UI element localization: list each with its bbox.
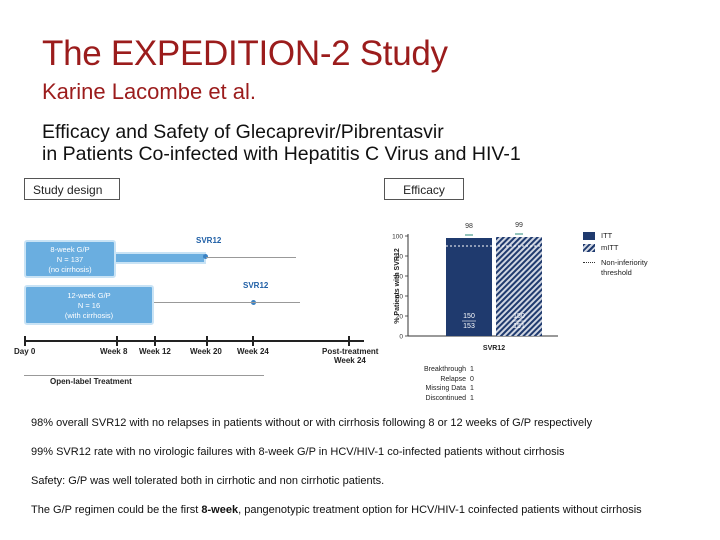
arm1-bar-extension — [116, 252, 206, 264]
timeline-axis — [24, 340, 364, 342]
timeline-label: Week 20 — [190, 347, 222, 356]
arm1-line2: N = 137 — [56, 255, 84, 264]
slide-subtitle: Efficacy and Safety of Glecaprevir/Pibre… — [42, 121, 521, 165]
bar-count-top: 150 — [513, 313, 525, 320]
arm-12week-box: 12-week G/P N = 16 (with cirrhosis) — [24, 285, 154, 325]
timeline-label: Post-treatment — [322, 347, 379, 356]
bullet-1: 98% overall SVR12 with no relapses in pa… — [31, 417, 593, 429]
timeline-label: Day 0 — [14, 347, 36, 356]
timeline-label: Week 24 — [237, 347, 269, 356]
y-tick-label: 80 — [396, 254, 404, 261]
legend-mitt-label: mITT — [601, 243, 619, 252]
arm1-line1: 8-week G/P — [50, 245, 90, 254]
y-tick-label: 0 — [399, 334, 403, 341]
slide-title: The EXPEDITION-2 Study — [42, 34, 448, 73]
arm1-line3: (no cirrhosis) — [48, 265, 92, 274]
legend-mitt-swatch — [583, 244, 595, 252]
arm2-line1: 12-week G/P — [67, 291, 111, 300]
y-tick-label: 100 — [392, 234, 403, 241]
y-axis-label: % Patients with SVR12 — [394, 248, 401, 324]
failure-value: 1 — [470, 394, 474, 402]
failure-value: 1 — [470, 366, 474, 373]
open-label-line — [24, 375, 264, 376]
arm2-followup-line — [154, 302, 300, 303]
bar-count-top: 150 — [463, 313, 475, 320]
timeline-label: Week 8 — [100, 347, 128, 356]
y-tick-label: 40 — [396, 294, 404, 301]
arm2-svr-label: SVR12 — [243, 281, 269, 290]
arm-8week-box: 8-week G/P N = 137 (no cirrhosis) — [24, 240, 116, 278]
y-tick-label: 20 — [396, 314, 404, 321]
arm1-svr-dot — [203, 254, 208, 259]
bar-count-bottom: 151 — [513, 323, 525, 330]
bar-itt — [446, 238, 492, 336]
subtitle-line-2: in Patients Co-infected with Hepatitis C… — [42, 143, 521, 165]
efficacy-chart: 0 20 40 60 80 100 % Patients with SVR12 98 150 15… — [392, 222, 558, 352]
bullet-4-post: , pangenotypic treatment option for HCV/… — [238, 504, 642, 516]
bullet-3: Safety: G/P was well tolerated both in c… — [31, 475, 385, 487]
timeline-tick — [154, 336, 156, 346]
failure-label: Relapse — [440, 375, 466, 383]
bullet-4-pre: The G/P regimen could be the first — [31, 504, 202, 516]
bullet-4-bold: 8-week — [201, 504, 239, 516]
failure-value: 0 — [470, 375, 474, 383]
bar-value-label: 98 — [465, 223, 473, 230]
bullet-4: The G/P regimen could be the first 8-wee… — [31, 504, 642, 516]
timeline-label: Week 24 — [334, 356, 366, 365]
arm1-followup-line — [206, 257, 296, 258]
failure-value: 1 — [470, 385, 474, 392]
timeline-tick — [348, 336, 350, 346]
study-design-label: Study design — [24, 178, 120, 200]
failure-table-values: 1 0 1 1 — [470, 365, 480, 403]
arm1-svr-label: SVR12 — [196, 236, 222, 245]
failure-label: Breakthrough — [423, 366, 466, 373]
bar-mitt — [496, 237, 542, 336]
timeline-tick — [24, 336, 26, 346]
efficacy-label: Efficacy — [384, 178, 464, 200]
timeline-tick — [116, 336, 118, 346]
legend-threshold-label: Non-inferiority — [601, 258, 648, 267]
bar-count-bottom: 153 — [463, 323, 475, 330]
y-tick-label: 60 — [396, 274, 404, 281]
timeline-tick — [252, 336, 254, 346]
slide-author: Karine Lacombe et al. — [42, 79, 257, 104]
timeline-tick — [206, 336, 208, 346]
arm2-line3: (with cirrhosis) — [64, 311, 114, 320]
bar-value-label: 99 — [515, 222, 523, 229]
legend-threshold-label-2: threshold — [601, 268, 632, 277]
arm2-line2: N = 16 — [77, 301, 101, 310]
legend-itt-label: ITT — [601, 231, 613, 240]
failure-label: Discontinued — [425, 394, 466, 402]
failure-label: Missing Data — [425, 385, 466, 392]
bullet-2: 99% SVR12 rate with no virologic failure… — [31, 446, 565, 458]
open-label-text: Open-label Treatment — [50, 377, 132, 386]
timeline-label: Week 12 — [139, 347, 171, 356]
failure-table-labels: Breakthrough Relapse Missing Data Discon… — [411, 365, 466, 403]
legend-itt-swatch — [583, 232, 595, 240]
legend-threshold-swatch — [583, 262, 595, 263]
subtitle-line-1: Efficacy and Safety of Glecaprevir/Pibre… — [42, 121, 444, 143]
x-axis-label: SVR12 — [483, 345, 505, 352]
